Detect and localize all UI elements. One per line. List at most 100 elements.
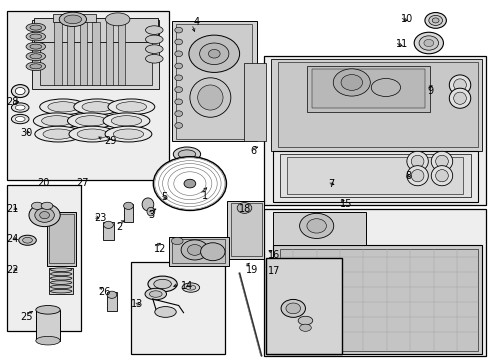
Ellipse shape xyxy=(103,113,150,129)
Ellipse shape xyxy=(145,26,163,35)
Circle shape xyxy=(172,171,207,197)
Ellipse shape xyxy=(74,99,121,115)
Ellipse shape xyxy=(26,32,45,41)
Bar xyxy=(168,237,228,266)
Bar xyxy=(103,222,114,240)
Ellipse shape xyxy=(31,202,43,210)
Bar xyxy=(227,201,264,259)
Ellipse shape xyxy=(77,129,107,139)
Circle shape xyxy=(162,163,217,204)
Circle shape xyxy=(281,300,305,318)
Bar xyxy=(34,18,158,42)
Bar xyxy=(176,24,251,139)
Text: 2: 2 xyxy=(117,222,123,231)
Text: 3: 3 xyxy=(148,210,154,220)
Ellipse shape xyxy=(145,54,163,63)
Circle shape xyxy=(174,75,182,81)
Bar xyxy=(272,150,477,202)
Circle shape xyxy=(174,39,182,45)
Bar xyxy=(66,22,74,85)
Ellipse shape xyxy=(105,13,130,26)
Circle shape xyxy=(174,99,182,105)
Text: 10: 10 xyxy=(400,14,412,24)
Bar xyxy=(172,239,224,263)
Ellipse shape xyxy=(410,170,423,182)
Bar xyxy=(54,22,61,85)
Ellipse shape xyxy=(59,12,86,27)
Circle shape xyxy=(423,40,433,46)
Text: 5: 5 xyxy=(161,192,167,202)
Text: 23: 23 xyxy=(94,213,106,222)
Ellipse shape xyxy=(76,116,106,126)
Ellipse shape xyxy=(11,103,29,112)
Ellipse shape xyxy=(435,155,447,167)
Bar xyxy=(230,203,261,256)
Ellipse shape xyxy=(50,268,72,271)
Circle shape xyxy=(167,167,211,200)
Circle shape xyxy=(174,51,182,57)
Circle shape xyxy=(424,13,446,28)
Bar xyxy=(287,157,462,194)
Circle shape xyxy=(188,35,239,72)
Circle shape xyxy=(15,87,25,95)
Circle shape xyxy=(183,179,195,188)
Ellipse shape xyxy=(113,129,143,139)
Circle shape xyxy=(306,219,326,233)
Bar xyxy=(279,154,470,197)
Ellipse shape xyxy=(40,99,86,115)
Bar xyxy=(40,24,152,85)
Circle shape xyxy=(413,32,443,54)
Ellipse shape xyxy=(30,44,41,49)
Ellipse shape xyxy=(15,105,25,110)
Bar xyxy=(172,22,256,141)
Ellipse shape xyxy=(105,126,152,142)
Text: 18: 18 xyxy=(238,204,250,215)
Ellipse shape xyxy=(67,113,114,129)
Circle shape xyxy=(200,243,224,261)
Bar xyxy=(92,22,100,85)
Bar xyxy=(271,59,482,150)
Bar xyxy=(6,12,168,180)
Text: 19: 19 xyxy=(245,265,257,275)
Circle shape xyxy=(285,303,300,314)
Circle shape xyxy=(174,87,182,93)
Ellipse shape xyxy=(171,237,183,244)
Ellipse shape xyxy=(43,129,73,139)
Ellipse shape xyxy=(50,272,72,276)
Bar xyxy=(47,212,76,266)
Bar xyxy=(118,22,125,85)
Ellipse shape xyxy=(145,288,166,300)
Bar xyxy=(264,56,485,205)
Ellipse shape xyxy=(145,35,163,44)
Text: 13: 13 xyxy=(131,299,143,309)
Bar xyxy=(272,212,366,244)
Ellipse shape xyxy=(30,64,41,69)
Text: 30: 30 xyxy=(20,128,32,138)
Text: 4: 4 xyxy=(193,17,199,27)
Ellipse shape xyxy=(48,102,78,112)
Bar xyxy=(311,69,424,108)
Ellipse shape xyxy=(154,279,171,289)
Text: 6: 6 xyxy=(250,146,256,156)
Ellipse shape xyxy=(430,151,452,171)
Circle shape xyxy=(332,69,369,96)
Ellipse shape xyxy=(298,316,312,325)
Ellipse shape xyxy=(123,202,133,210)
Ellipse shape xyxy=(435,170,447,182)
Bar xyxy=(264,209,485,356)
Ellipse shape xyxy=(185,285,195,290)
Ellipse shape xyxy=(26,62,45,71)
Text: 8: 8 xyxy=(405,171,411,181)
Ellipse shape xyxy=(30,54,41,59)
Text: 7: 7 xyxy=(328,179,334,189)
Bar xyxy=(107,292,117,311)
Bar xyxy=(131,262,224,354)
Text: 17: 17 xyxy=(267,266,280,276)
Circle shape xyxy=(11,85,29,98)
Text: 15: 15 xyxy=(339,199,351,210)
Ellipse shape xyxy=(15,117,25,122)
Circle shape xyxy=(418,36,438,50)
Circle shape xyxy=(153,157,226,211)
Bar xyxy=(266,258,341,354)
Text: 12: 12 xyxy=(154,244,166,254)
